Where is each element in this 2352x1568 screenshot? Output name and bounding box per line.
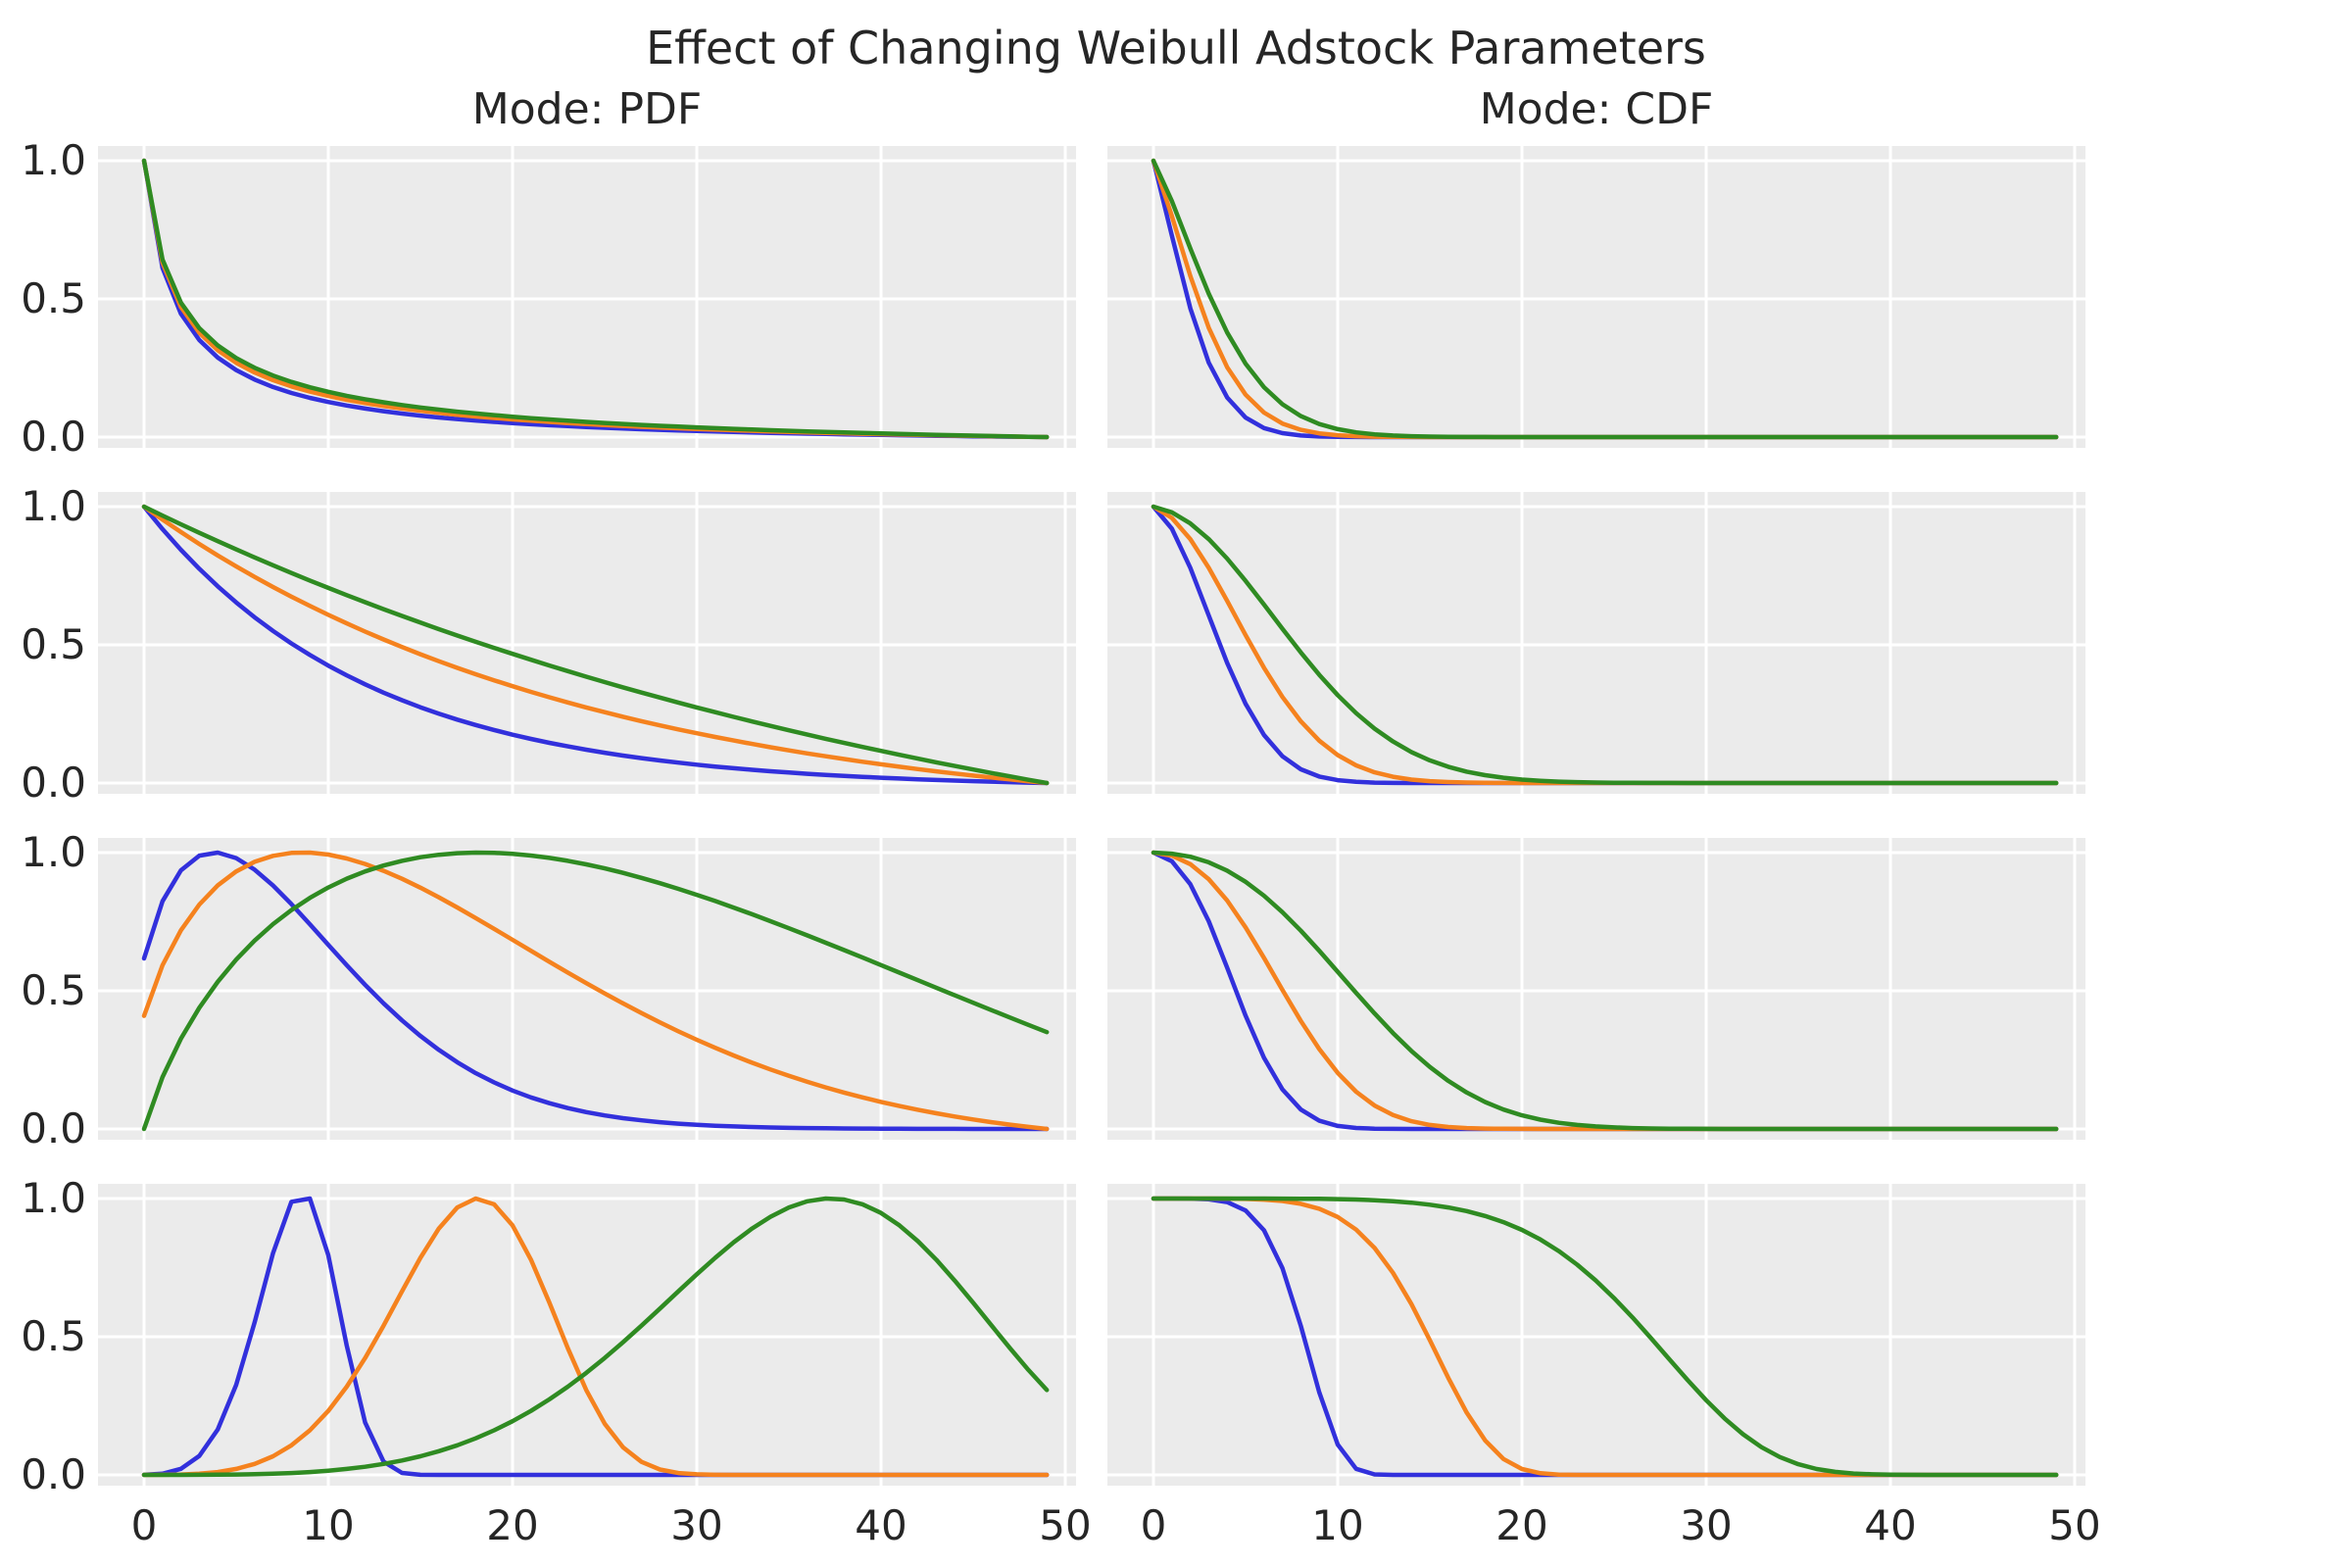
gridlines: [1107, 1184, 2085, 1486]
x-tick-label-pdf-30: 30: [670, 1501, 723, 1549]
plot-area-background: [98, 492, 1076, 794]
y-tick-label-row2-0.0: 0.0: [21, 759, 86, 807]
plot-area-background: [98, 146, 1076, 448]
column-title-pdf: Mode: PDF: [471, 84, 703, 134]
curve-green-shape5-scale40-pdf: [141, 1196, 1050, 1478]
x-tick-label-pdf-40: 40: [855, 1501, 907, 1549]
plot-panel-row4-cdf: [1107, 1184, 2085, 1486]
column-title-cdf: Mode: CDF: [1479, 84, 1714, 134]
curve-green-shape1-scale48-cdf: [1151, 504, 2059, 786]
x-tick-label-cdf-0: 0: [1140, 1501, 1167, 1549]
gridlines: [98, 492, 1076, 794]
y-tick-label-row1-0.0: 0.0: [21, 413, 86, 461]
y-tick-label-row1-0.5: 0.5: [21, 274, 86, 322]
y-tick-label-row4-1.0: 1.0: [21, 1174, 86, 1222]
plot-panel-row3-pdf: [98, 838, 1076, 1140]
y-tick-label-row4-0.0: 0.0: [21, 1450, 86, 1498]
curve-blue-shape1-scale12-pdf: [141, 504, 1050, 786]
figure-title: Effect of Changing Weibull Adstock Param…: [646, 22, 1706, 74]
plot-area-background: [98, 838, 1076, 1140]
plot-area-background: [98, 1184, 1076, 1486]
x-tick-label-cdf-50: 50: [2048, 1501, 2101, 1549]
curve-green-shape1.5-scale40-pdf: [141, 850, 1050, 1132]
plot-panel-row2-cdf: [1107, 492, 2085, 794]
curve-orange-shape5-scale20-pdf: [141, 1196, 1050, 1478]
y-tick-label-row1-1.0: 1.0: [21, 136, 86, 184]
curve-green-shape5-scale40-cdf: [1151, 1196, 2059, 1478]
x-tick-label-pdf-50: 50: [1039, 1501, 1092, 1549]
x-tick-label-pdf-0: 0: [130, 1501, 158, 1549]
x-tick-label-cdf-30: 30: [1680, 1501, 1733, 1549]
x-tick-label-cdf-40: 40: [1864, 1501, 1917, 1549]
plot-area-background: [1107, 492, 2085, 794]
y-tick-label-row4-0.5: 0.5: [21, 1312, 86, 1360]
curve-green-shape0.5-scale40-pdf: [141, 158, 1050, 440]
plot-panel-row1-cdf: [1107, 146, 2085, 448]
plot-area-background: [1107, 1184, 2085, 1486]
plot-area-background: [1107, 838, 2085, 1140]
plot-area-background: [1107, 146, 2085, 448]
x-tick-label-pdf-20: 20: [486, 1501, 539, 1549]
plot-panel-row1-pdf: [98, 146, 1076, 448]
x-tick-label-pdf-10: 10: [302, 1501, 355, 1549]
curve-green-shape1.5-scale40-cdf: [1151, 850, 2059, 1132]
x-tick-label-cdf-20: 20: [1495, 1501, 1548, 1549]
plot-panel-row4-pdf: [98, 1184, 1076, 1486]
plot-panel-row3-cdf: [1107, 838, 2085, 1140]
y-tick-label-row3-1.0: 1.0: [21, 828, 86, 876]
curve-orange-shape1.5-scale20-pdf: [141, 850, 1050, 1132]
plot-panel-row2-pdf: [98, 492, 1076, 794]
curve-orange-shape1-scale24-pdf: [141, 504, 1050, 786]
curve-green-shape0.5-scale40-cdf: [1151, 158, 2059, 440]
y-tick-label-row2-1.0: 1.0: [21, 482, 86, 530]
x-tick-label-cdf-10: 10: [1311, 1501, 1364, 1549]
y-tick-label-row3-0.0: 0.0: [21, 1104, 86, 1152]
curve-green-shape1-scale48-pdf: [141, 504, 1050, 786]
y-tick-label-row2-0.5: 0.5: [21, 620, 86, 668]
y-tick-label-row3-0.5: 0.5: [21, 966, 86, 1014]
